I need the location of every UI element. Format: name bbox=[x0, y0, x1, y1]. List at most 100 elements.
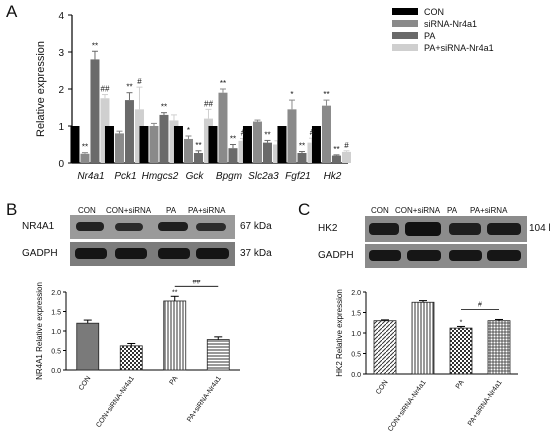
bar bbox=[487, 320, 511, 375]
bar bbox=[449, 327, 473, 375]
panel-c-lane-label: PA bbox=[447, 206, 458, 215]
significance-mark: * bbox=[460, 319, 463, 326]
panel-b-gadph-blot bbox=[70, 242, 235, 266]
legend-label: siRNA-Nr4a1 bbox=[424, 19, 477, 29]
bar bbox=[159, 114, 169, 163]
y-axis-title: HK2 Relative expression bbox=[335, 289, 344, 377]
significance-mark: ** bbox=[172, 289, 178, 296]
panel-c-hk2-blot bbox=[365, 216, 527, 242]
significance-mark: ** bbox=[299, 142, 305, 151]
bar bbox=[114, 133, 124, 163]
bar bbox=[252, 121, 262, 163]
significance-mark: ** bbox=[161, 103, 167, 112]
significance-mark: ## bbox=[193, 280, 201, 285]
significance-mark: * bbox=[187, 126, 190, 135]
panel-c-chart: 0.0 0.5 1.0 1.5 2.0 HK2 Relative expression CO… bbox=[335, 289, 518, 433]
bar bbox=[311, 126, 321, 163]
bar bbox=[411, 301, 435, 375]
panel-b-lane-label: PA+siRNA bbox=[188, 206, 226, 215]
bar bbox=[119, 345, 143, 371]
bar bbox=[242, 126, 252, 163]
panel-b-blot-protein: GADPH bbox=[22, 248, 58, 259]
x-tick-label: CON bbox=[375, 379, 390, 396]
legend-label: CON bbox=[424, 7, 444, 17]
bar bbox=[70, 126, 80, 163]
significance-mark: ## bbox=[204, 99, 213, 108]
legend-swatch bbox=[392, 44, 418, 51]
y-axis-title: Relative expression bbox=[35, 41, 47, 137]
panel-b-lane-label: CON+siRNA bbox=[106, 206, 152, 215]
legend-label: PA bbox=[424, 31, 435, 41]
y-tick-label: 1.0 bbox=[51, 329, 61, 336]
x-tick-label: CON+siRNA-Nr4a1 bbox=[95, 375, 136, 429]
bar bbox=[163, 300, 187, 371]
y-tick-label: 1.5 bbox=[51, 310, 61, 317]
bar bbox=[193, 153, 203, 163]
x-tick-label: Fgf21 bbox=[285, 171, 311, 182]
significance-mark: ** bbox=[333, 145, 339, 154]
bar bbox=[331, 155, 341, 163]
bar bbox=[373, 320, 397, 375]
panel-b-blot-protein: NR4A1 bbox=[22, 221, 55, 232]
panel-b-lane-label: PA bbox=[166, 206, 177, 215]
bar bbox=[104, 126, 114, 163]
panel-b-blot-size: 67 kDa bbox=[240, 221, 272, 232]
y-tick-label: 0.0 bbox=[51, 368, 61, 375]
y-tick-label: 1.5 bbox=[351, 311, 361, 318]
bar bbox=[183, 138, 193, 163]
bar bbox=[173, 126, 183, 163]
significance-mark: ** bbox=[264, 130, 270, 139]
significance-mark: ** bbox=[92, 41, 98, 50]
panel-b-blot-size: 37 kDa bbox=[240, 248, 272, 259]
y-tick-label: 3 bbox=[58, 48, 64, 59]
bar bbox=[218, 92, 228, 163]
bar bbox=[341, 151, 351, 163]
panel-c-letter: C bbox=[298, 200, 311, 219]
bar bbox=[277, 126, 287, 163]
panel-c-lane-label: PA+siRNA bbox=[470, 206, 508, 215]
x-tick-label: Bpgm bbox=[216, 171, 242, 182]
legend-label: PA+siRNA-Nr4a1 bbox=[424, 43, 494, 53]
significance-mark: ** bbox=[220, 79, 226, 88]
y-tick-label: 0 bbox=[58, 159, 64, 170]
x-tick-label: PA bbox=[455, 379, 466, 391]
y-tick-label: 1 bbox=[58, 122, 64, 133]
panel-c-blot-protein: HK2 bbox=[318, 223, 338, 234]
significance-mark: # bbox=[310, 128, 315, 137]
legend-swatch bbox=[392, 20, 418, 27]
x-tick-label: Nr4a1 bbox=[77, 171, 104, 182]
bar bbox=[76, 322, 100, 371]
bar bbox=[321, 105, 331, 163]
x-tick-label: Hmgcs2 bbox=[142, 171, 179, 182]
y-axis-title: NR4A1 Relative expression bbox=[35, 282, 44, 380]
x-tick-label: PA bbox=[169, 375, 180, 387]
significance-mark: ** bbox=[82, 143, 88, 152]
significance-mark: ** bbox=[195, 141, 201, 150]
x-tick-label: Pck1 bbox=[114, 171, 136, 182]
panel-c-lane-label: CON+siRNA bbox=[395, 206, 441, 215]
panel-c-blot-size: 104 kDa bbox=[529, 223, 550, 234]
bar bbox=[228, 148, 238, 163]
x-tick-label: Gck bbox=[186, 171, 205, 182]
bar bbox=[149, 126, 159, 163]
y-tick-label: 2.0 bbox=[351, 290, 361, 297]
significance-mark: ** bbox=[126, 83, 132, 92]
significance-mark: # bbox=[344, 141, 349, 150]
significance-mark: ** bbox=[323, 90, 329, 99]
significance-mark: # bbox=[241, 129, 246, 138]
x-tick-label: CON bbox=[78, 375, 93, 392]
panel-a-chart: 0 1 2 3 4 Relative expression Nr4a1 Pck1 Hmgcs2 G… bbox=[35, 7, 494, 182]
y-tick-label: 0.5 bbox=[51, 349, 61, 356]
legend-swatch bbox=[392, 8, 418, 15]
panel-a-letter: A bbox=[6, 2, 18, 21]
bar bbox=[124, 100, 134, 163]
significance-mark: # bbox=[137, 77, 142, 86]
bar bbox=[139, 126, 149, 163]
y-tick-label: 1.0 bbox=[351, 331, 361, 338]
x-tick-label: PA+siRNA-Nr4a1 bbox=[467, 379, 504, 427]
panel-c-lane-label: CON bbox=[371, 206, 389, 215]
x-tick-label: Slc2a3 bbox=[248, 171, 279, 182]
x-tick-label: CON+siRNA-Nr4a1 bbox=[387, 379, 428, 433]
y-tick-label: 2 bbox=[58, 85, 64, 96]
panel-b-chart: 0.0 0.5 1.0 1.5 2.0 NR4A1 Relative expression… bbox=[35, 280, 240, 429]
